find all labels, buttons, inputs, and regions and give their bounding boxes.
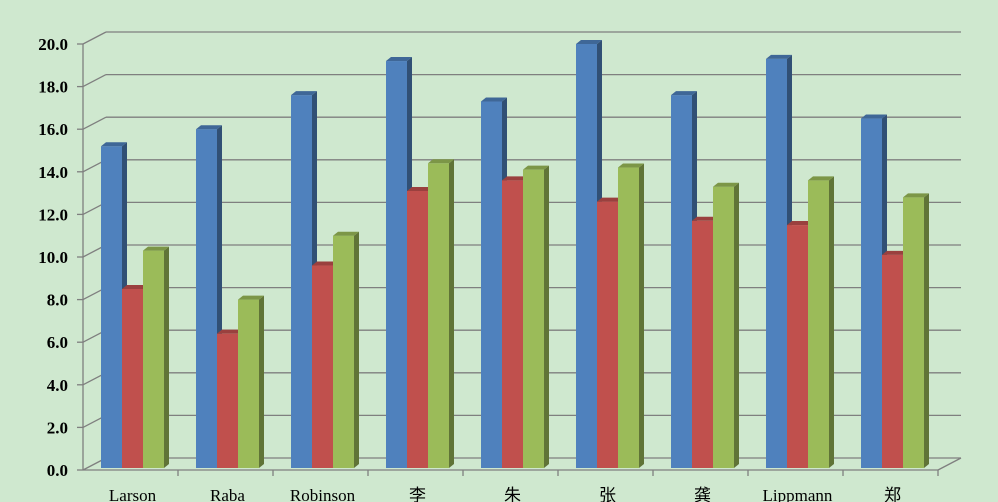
y-tick-label: 20.0 [38, 35, 68, 54]
y-tick-label: 0.0 [47, 461, 68, 480]
bar [101, 146, 122, 469]
bar-top [861, 114, 887, 119]
x-axis-category-labels: Larson Raba Robinson 李 朱 张 龚 Lippmann 郑 [109, 486, 901, 502]
x-category-label: Lippmann [763, 486, 833, 502]
bar [618, 167, 639, 469]
gridline-depth [82, 116, 107, 130]
bar [407, 190, 428, 468]
bar-top [766, 54, 792, 59]
bar-top [386, 57, 412, 62]
bar [481, 101, 502, 468]
bar-top [428, 159, 454, 164]
gridline-depth [82, 74, 107, 88]
bar [523, 169, 544, 469]
bar-top [597, 197, 623, 202]
bar [861, 118, 882, 469]
x-category-label: 张 [599, 486, 616, 502]
y-tick-label: 14.0 [38, 163, 68, 182]
y-tick-label: 6.0 [47, 333, 68, 352]
bar-top [291, 91, 317, 96]
bar [217, 333, 238, 468]
bar [882, 254, 903, 468]
bar [143, 250, 164, 468]
bar-top [618, 163, 644, 168]
bar [576, 44, 597, 468]
y-tick-label: 12.0 [38, 205, 68, 224]
gridline-depth [82, 31, 107, 45]
x-category-label: Raba [210, 486, 245, 502]
bar-top [502, 176, 528, 181]
bars [101, 40, 929, 469]
y-tick-label: 2.0 [47, 418, 68, 437]
bar-top [217, 329, 243, 334]
y-axis-tick-labels: 0.0 2.0 4.0 6.0 8.0 10.0 12.0 14.0 16.0 18.0 20.0 [38, 35, 68, 480]
bar-side [449, 159, 454, 468]
bar-top [238, 295, 264, 300]
bar-top [882, 250, 908, 255]
bar [312, 265, 333, 468]
bar-top [333, 231, 359, 236]
bar [428, 163, 449, 468]
bar [122, 288, 143, 468]
bar-side [164, 246, 169, 468]
bar-top [122, 284, 148, 289]
bar-top [312, 261, 338, 266]
floor-edge [937, 457, 962, 471]
bar [692, 220, 713, 468]
bar-side [924, 193, 929, 469]
bar-top [692, 216, 718, 221]
bar-side [544, 165, 549, 469]
bar [196, 129, 217, 468]
bar [671, 95, 692, 469]
y-tick-label: 10.0 [38, 248, 68, 267]
bar-top [523, 165, 549, 170]
bar-top [196, 125, 222, 130]
bar [333, 235, 354, 468]
bar-side [639, 163, 644, 469]
y-tick-label: 18.0 [38, 78, 68, 97]
bar [808, 180, 829, 468]
bar-top [808, 176, 834, 181]
y-tick-label: 16.0 [38, 120, 68, 139]
bar-top [101, 142, 127, 147]
bar [238, 299, 259, 468]
bar [386, 61, 407, 468]
bar-top [576, 40, 602, 44]
bar-top [903, 193, 929, 198]
bar-top [787, 221, 813, 226]
bar-side [734, 182, 739, 468]
x-category-label: 朱 [504, 486, 521, 502]
axes [77, 43, 962, 476]
bar-side [259, 295, 264, 468]
x-category-label: 郑 [884, 486, 901, 502]
bar-top [713, 182, 739, 187]
bar-top [481, 97, 507, 102]
bar [903, 197, 924, 469]
y-tick-label: 8.0 [47, 291, 68, 310]
bar [787, 225, 808, 468]
bar [713, 186, 734, 468]
bar-side [354, 231, 359, 468]
bar [766, 58, 787, 468]
bar [597, 201, 618, 468]
x-category-label: Robinson [290, 486, 356, 502]
bar-top [143, 246, 169, 251]
bar [291, 95, 312, 469]
bar-top [407, 186, 433, 191]
bar [502, 180, 523, 468]
y-tick-label: 4.0 [47, 376, 68, 395]
x-category-label: 李 [409, 486, 426, 502]
bar-top [671, 91, 697, 96]
bar-side [829, 176, 834, 468]
x-category-label: 龚 [694, 486, 711, 502]
x-category-label: Larson [109, 486, 157, 502]
